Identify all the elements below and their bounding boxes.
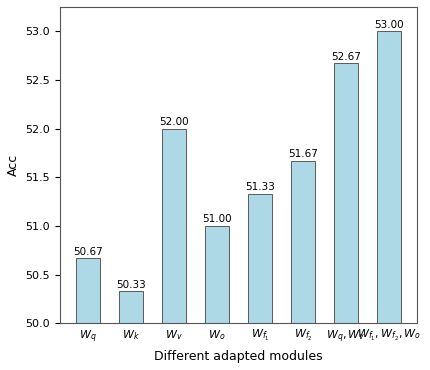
Bar [248,194,272,370]
Text: 53.00: 53.00 [374,20,404,30]
X-axis label: Different adapted modules: Different adapted modules [154,350,323,363]
Bar [334,63,358,370]
Bar [119,291,143,370]
Text: 52.00: 52.00 [159,117,189,127]
Bar [205,226,229,370]
Bar [291,161,315,370]
Text: 51.33: 51.33 [245,182,275,192]
Bar [76,258,100,370]
Bar [377,31,401,370]
Text: 50.67: 50.67 [73,246,103,256]
Y-axis label: Acc: Acc [7,154,20,176]
Text: 52.67: 52.67 [331,52,361,62]
Bar [162,129,186,370]
Text: 51.00: 51.00 [202,215,232,225]
Text: 51.67: 51.67 [288,149,318,159]
Text: 50.33: 50.33 [116,280,146,290]
